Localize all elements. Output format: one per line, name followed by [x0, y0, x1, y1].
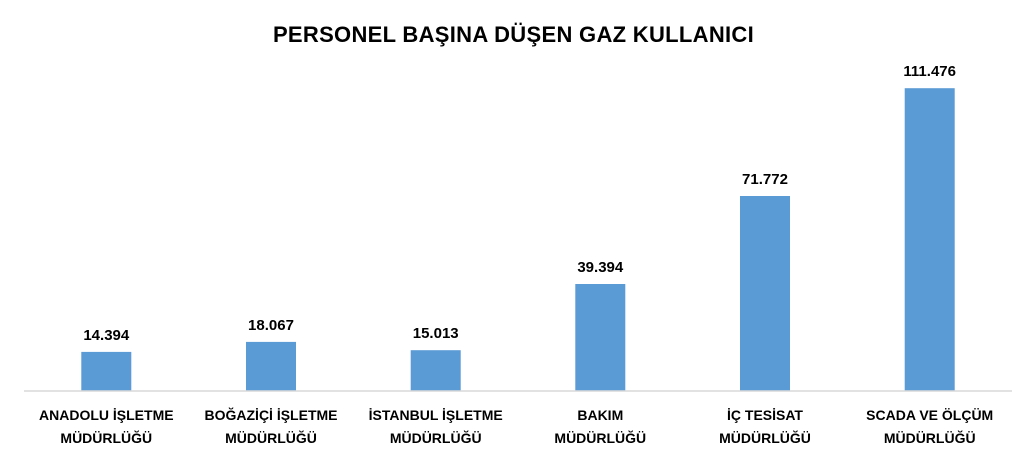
category-label: MÜDÜRLÜĞÜ [225, 429, 317, 446]
bar [740, 196, 790, 391]
category-label: MÜDÜRLÜĞÜ [554, 429, 646, 446]
data-label: 111.476 [903, 63, 956, 80]
bar [904, 88, 955, 391]
category-label: MÜDÜRLÜĞÜ [719, 429, 811, 446]
data-label: 14.394 [83, 327, 130, 344]
category-label: İÇ TESİSAT [727, 407, 803, 423]
category-label: MÜDÜRLÜĞÜ [390, 429, 482, 446]
data-label: 39.394 [577, 259, 624, 276]
category-label: ANADOLU İŞLETME [39, 407, 174, 423]
category-label: BOĞAZİÇİ İŞLETME [205, 406, 338, 423]
data-label: 18.067 [248, 317, 294, 334]
category-label: BAKIM [577, 407, 623, 423]
category-label: SCADA VE ÖLÇÜM [866, 407, 993, 423]
data-label: 71.772 [742, 171, 788, 188]
bar [81, 351, 132, 391]
bar [575, 284, 626, 391]
category-label: MÜDÜRLÜĞÜ [60, 429, 152, 446]
bar [410, 350, 461, 391]
data-label: 15.013 [413, 325, 459, 342]
category-label: İSTANBUL İŞLETME [369, 407, 503, 423]
bar [246, 341, 296, 391]
category-label: MÜDÜRLÜĞÜ [884, 429, 976, 446]
chart-title: PERSONEL BAŞINA DÜŞEN GAZ KULLANICI [272, 22, 755, 47]
